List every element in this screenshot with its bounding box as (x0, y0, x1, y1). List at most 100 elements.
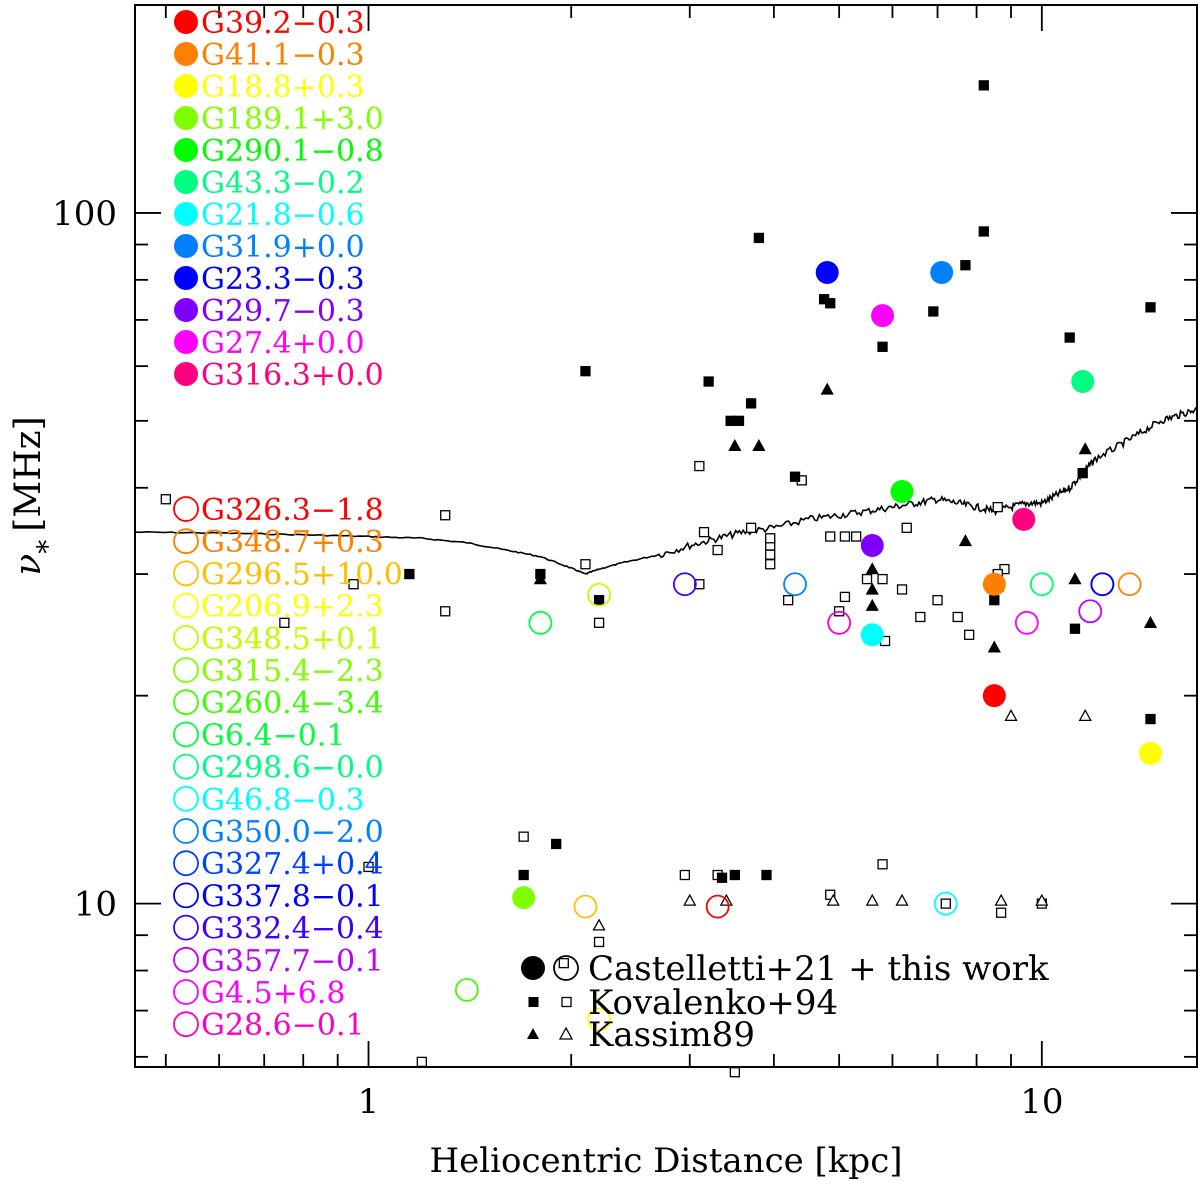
legend-open-label: G315.4−2.3 (201, 654, 384, 689)
kassim-open-point (1004, 708, 1018, 721)
legend-filled-label: G290.1−0.8 (201, 134, 384, 169)
kassim-filled-point (533, 572, 547, 585)
kassim-filled-point (865, 562, 879, 575)
kassim-filled-point (958, 534, 973, 547)
kassim-open-point (683, 893, 697, 906)
kovalenko-open-point (932, 595, 943, 606)
y-axis-label: ν* [MHz] (8, 416, 64, 575)
kovalenko-filled-point (580, 366, 591, 377)
legend-open-label: G332.4−0.4 (201, 912, 384, 947)
y-tick-label: 10 (74, 885, 117, 925)
legend-filled-label: G316.3+0.0 (201, 358, 384, 393)
legend-open-label: G6.4−0.1 (201, 718, 346, 753)
open-source-point (454, 977, 479, 1002)
kassim-open-point (1035, 893, 1049, 906)
legend-filled-label: G41.1−0.3 (201, 38, 365, 73)
legend-open-label: G28.6−0.1 (201, 1008, 365, 1043)
legend-filled-label: G31.9+0.0 (201, 230, 365, 265)
open-source-point (933, 891, 958, 916)
axis-ticks-layer: 1 10 10 100 (52, 4, 1197, 1122)
kovalenko-open-point (363, 861, 374, 873)
filled-source-point (871, 304, 895, 328)
source-legend: G39.2−0.3G41.1−0.3G18.8+0.3G189.1+3.0G29… (173, 6, 403, 1043)
kovalenko-open-point (440, 510, 451, 521)
legend-open-label: G327.4+0.4 (201, 847, 384, 882)
kovalenko-open-point (952, 611, 963, 623)
open-source-point (705, 894, 730, 919)
filled-source-point (930, 260, 954, 284)
kovalenko-open-point (765, 559, 776, 570)
legend-open-label: G298.6−0.0 (201, 751, 384, 786)
legend-filled-marker (174, 138, 198, 162)
filled-source-point (860, 533, 884, 557)
kovalenko-open-point (896, 584, 908, 595)
kassim-filled-point (1068, 572, 1082, 585)
kovalenko-filled-point (593, 595, 605, 606)
legend-catalog-open-marker (561, 996, 572, 1008)
kassim-open-point (865, 893, 879, 906)
kovalenko-open-point (416, 1056, 427, 1068)
kassim-filled-point (820, 382, 834, 395)
legend-open-marker (173, 785, 199, 812)
filled-source-point (982, 684, 1006, 708)
kovalenko-open-point (698, 526, 710, 538)
kassim-filled-point (728, 438, 742, 451)
filled-source-point (890, 480, 914, 504)
y-axis-symbol: ν (8, 554, 49, 576)
legend-filled-label: G29.7−0.3 (201, 294, 365, 329)
legend-filled-label: G43.3−0.2 (201, 166, 365, 201)
kovalenko-open-point (877, 573, 888, 585)
kovalenko-open-point (558, 957, 569, 969)
legend-catalog-filled-marker (527, 1028, 539, 1039)
x-tick-label: 1 (358, 1082, 380, 1122)
open-source-point (1029, 572, 1054, 597)
kovalenko-open-point (765, 533, 776, 544)
x-tick-label: 10 (1020, 1082, 1063, 1122)
open-source-point (827, 610, 852, 635)
legend-open-marker (173, 979, 199, 1005)
data-marks-layer (160, 80, 1162, 1078)
kovalenko-open-point (825, 531, 836, 542)
legend-open-marker (173, 592, 199, 619)
kovalenko-open-point (694, 460, 705, 472)
kassim-filled-point (1143, 615, 1158, 628)
kovalenko-filled-point (978, 226, 989, 237)
legend-open-marker (173, 882, 199, 909)
kovalenko-open-point (995, 907, 1007, 918)
kovalenko-filled-point (1145, 713, 1156, 725)
y-axis-subscript: * (31, 540, 64, 554)
kovalenko-filled-point (960, 260, 971, 271)
filled-source-point (1138, 741, 1162, 765)
legend-filled-marker (174, 10, 198, 34)
kovalenko-open-point (679, 869, 690, 881)
legend-open-marker (173, 850, 199, 877)
y-axis-unit: [MHz] (8, 416, 49, 531)
kovalenko-open-point (915, 611, 926, 623)
kovalenko-open-point (440, 606, 451, 617)
legend-open-label: G206.9+2.3 (201, 590, 384, 625)
legend-open-marker (173, 1011, 199, 1038)
x-axis-label: Heliocentric Distance [kpc] (429, 1141, 902, 1181)
legend-filled-marker (174, 330, 198, 354)
legend-catalog-label: Kovalenko+94 (588, 983, 838, 1023)
kovalenko-filled-point (725, 415, 736, 426)
legend-filled-marker (174, 234, 198, 258)
kovalenko-open-point (783, 595, 794, 606)
kovalenko-filled-point (1069, 623, 1081, 634)
kovalenko-filled-point (404, 568, 415, 580)
legend-open-label: G350.0−2.0 (201, 815, 384, 850)
open-source-point (783, 572, 807, 597)
kovalenko-open-point (593, 936, 605, 948)
open-source-point (1117, 572, 1142, 597)
filled-source-point (815, 260, 839, 284)
open-source-point (1090, 572, 1115, 597)
legend-open-marker (173, 721, 199, 748)
legend-catalog-filled-marker (528, 997, 539, 1007)
legend-filled-marker (174, 42, 198, 66)
kovalenko-open-point (851, 531, 862, 542)
kovalenko-open-point (160, 494, 171, 505)
legend-open-marker (173, 946, 199, 973)
legend-open-label: G4.5+6.8 (201, 976, 346, 1011)
kovalenko-open-point (839, 531, 851, 542)
